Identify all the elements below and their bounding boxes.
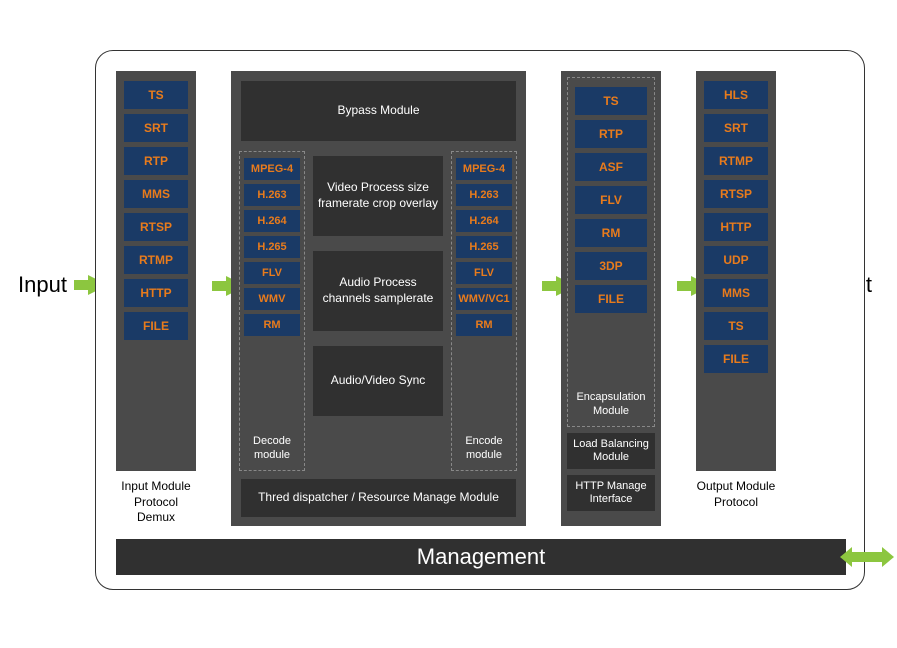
encapsulation-block: TS RTP ASF FLV RM 3DP FILE Encapsulation Modul…: [561, 71, 661, 526]
output-chips-chip-4: HTTP: [704, 213, 768, 241]
input-label: Input: [18, 272, 67, 298]
diagram-frame: TS SRT RTP MMS RTSP RTMP HTTP FILE Input Module…: [95, 50, 865, 590]
load-balancing-block: Load Balancing Module: [567, 433, 655, 469]
encode-chips-chip-2: H.264: [456, 210, 512, 232]
input-chips-chip-0: TS: [124, 81, 188, 109]
arrow-management-double-icon: [852, 552, 882, 562]
processing-block: Bypass Module MPEG-4 H.263 H.264 H.265 FLV WM…: [231, 71, 526, 526]
audio-process-block: Audio Process channels samplerate: [313, 251, 443, 331]
output-chips-chip-5: UDP: [704, 246, 768, 274]
video-process-block: Video Process size framerate crop overla…: [313, 156, 443, 236]
input-chips-chip-2: RTP: [124, 147, 188, 175]
output-chips-chip-1: SRT: [704, 114, 768, 142]
encode-chips-chip-6: RM: [456, 314, 512, 336]
dispatcher-block: Thred dispatcher / Resource Manage Modul…: [241, 479, 516, 517]
encapsulation-caption: Encapsulation Module: [568, 390, 654, 419]
input-chips-chip-4: RTSP: [124, 213, 188, 241]
input-chips-chip-7: FILE: [124, 312, 188, 340]
decode-chips-chip-4: FLV: [244, 262, 300, 284]
encode-chips-chip-3: H.265: [456, 236, 512, 258]
encapsulation-column: TS RTP ASF FLV RM 3DP FILE Encapsulation Modul…: [567, 77, 655, 427]
encap-chips-chip-2: ASF: [575, 153, 647, 181]
input-column-caption: Input Module Protocol Demux: [116, 479, 196, 526]
encap-chips-chip-6: FILE: [575, 285, 647, 313]
output-chips-chip-7: TS: [704, 312, 768, 340]
encode-chips-chip-1: H.263: [456, 184, 512, 206]
decode-caption: Decode module: [240, 434, 304, 463]
encap-chips-chip-1: RTP: [575, 120, 647, 148]
encode-chips-chip-5: WMV/VC1: [456, 288, 512, 310]
http-manage-block: HTTP Manage Interface: [567, 475, 655, 511]
av-sync-block: Audio/Video Sync: [313, 346, 443, 416]
encap-chips-chip-3: FLV: [575, 186, 647, 214]
output-column: HLSSRTRTMPRTSPHTTPUDPMMSTSFILE Output Mo…: [696, 71, 776, 471]
encap-chips-chip-0: TS: [575, 87, 647, 115]
decode-chips-chip-2: H.264: [244, 210, 300, 232]
encode-caption: Encode module: [452, 434, 516, 463]
output-chips-chip-0: HLS: [704, 81, 768, 109]
input-chips-chip-6: HTTP: [124, 279, 188, 307]
encap-chips-chip-5: 3DP: [575, 252, 647, 280]
input-chips-chip-3: MMS: [124, 180, 188, 208]
decode-chips-chip-0: MPEG-4: [244, 158, 300, 180]
encode-column: MPEG-4 H.263 H.264 H.265 FLV WMV/VC1 RM Encode…: [451, 151, 517, 471]
bypass-module: Bypass Module: [241, 81, 516, 141]
management-bar: Management: [116, 539, 846, 575]
output-chips-chip-3: RTSP: [704, 180, 768, 208]
output-column-caption: Output Module Protocol: [696, 479, 776, 510]
decode-chips-chip-1: H.263: [244, 184, 300, 206]
output-chips-chip-8: FILE: [704, 345, 768, 373]
encode-chips-chip-0: MPEG-4: [456, 158, 512, 180]
input-column: TSSRTRTPMMSRTSPRTMPHTTPFILE Input Module…: [116, 71, 196, 471]
input-chips-chip-5: RTMP: [124, 246, 188, 274]
decode-chips-chip-6: RM: [244, 314, 300, 336]
decode-chips-chip-3: H.265: [244, 236, 300, 258]
input-chips-chip-1: SRT: [124, 114, 188, 142]
decode-chips-chip-5: WMV: [244, 288, 300, 310]
encap-chips-chip-4: RM: [575, 219, 647, 247]
encode-chips-chip-4: FLV: [456, 262, 512, 284]
decode-column: MPEG-4 H.263 H.264 H.265 FLV WMV RM Decode mod…: [239, 151, 305, 471]
output-chips-chip-2: RTMP: [704, 147, 768, 175]
output-chips-chip-6: MMS: [704, 279, 768, 307]
